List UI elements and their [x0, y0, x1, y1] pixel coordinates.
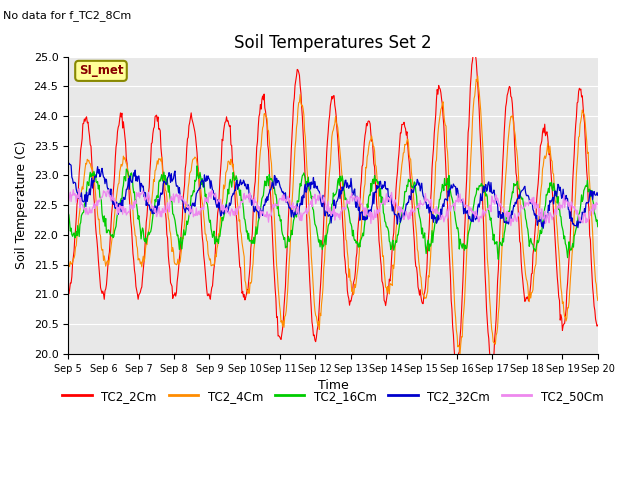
Title: Soil Temperatures Set 2: Soil Temperatures Set 2 [234, 34, 432, 52]
Legend: TC2_2Cm, TC2_4Cm, TC2_16Cm, TC2_32Cm, TC2_50Cm: TC2_2Cm, TC2_4Cm, TC2_16Cm, TC2_32Cm, TC… [58, 385, 608, 408]
Text: No data for f_TC2_8Cm: No data for f_TC2_8Cm [3, 10, 131, 21]
Y-axis label: Soil Temperature (C): Soil Temperature (C) [15, 141, 28, 269]
X-axis label: Time: Time [317, 379, 348, 392]
Text: SI_met: SI_met [79, 64, 124, 77]
